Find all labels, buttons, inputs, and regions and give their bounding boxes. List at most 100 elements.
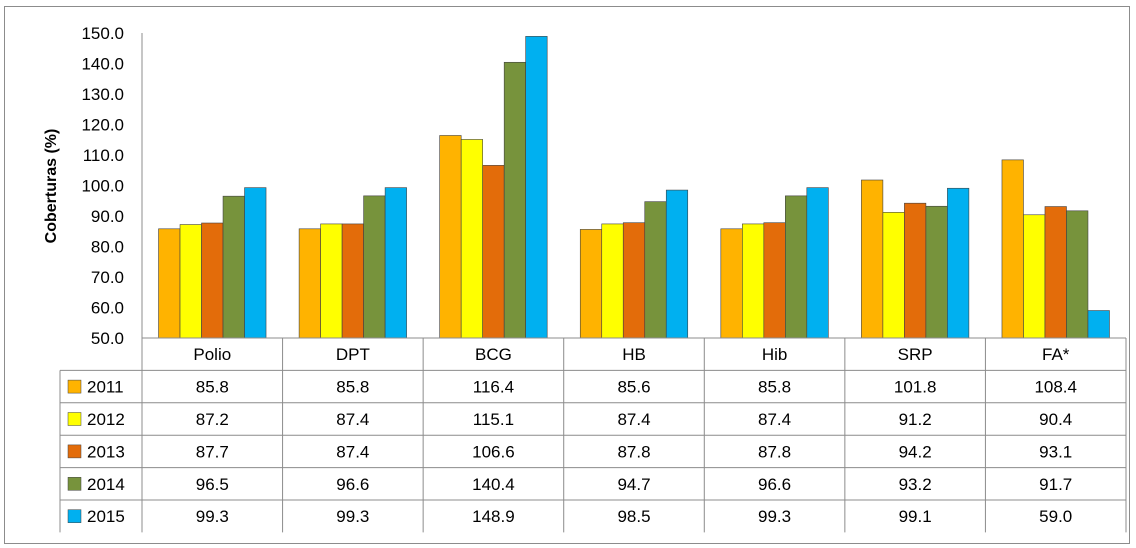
table-cell-value: 85.6 [617,378,650,397]
table-cell-value: 87.8 [758,442,791,461]
table-cell-value: 87.2 [196,410,229,429]
legend-swatch [67,379,82,394]
bar-srp-2012 [882,212,905,339]
bar-bcg-2012 [460,139,483,339]
table-cell-value: 101.8 [894,378,937,397]
y-tick-label: 70.0 [91,268,124,287]
bar-polio-2011 [158,228,181,339]
category-label: FA* [1042,345,1070,364]
y-tick-label: 120.0 [81,116,124,135]
table-cell-value: 90.4 [1039,410,1072,429]
table-cell-value: 87.8 [617,442,650,461]
table-cell-value: 99.3 [336,507,369,526]
legend-label: 2012 [87,410,125,429]
bar-hb-2011 [579,229,603,339]
data-table: Polio DPT BCG HB Hib SRP FA* 2011 85.8 85.8 116.4 8… [59,33,1127,533]
bar-dpt-2011 [298,228,321,339]
legend-label: 2013 [87,442,125,461]
bar-bcg-2015 [525,36,548,339]
y-tick-label: 100.0 [81,177,124,196]
table-cell-value: 96.5 [196,475,229,494]
table-cell-value: 140.4 [472,475,515,494]
table-cell-value: 99.3 [196,507,229,526]
legend-swatch [67,477,82,491]
bar-dpt-2013 [341,223,364,339]
y-tick-label: 130.0 [81,85,124,104]
bar-bcg-2011 [439,135,462,339]
y-tick-label: 150.0 [81,24,124,43]
table-cell-value: 94.2 [899,442,932,461]
table-cell-value: 91.7 [1039,475,1072,494]
y-tick-label: 50.0 [91,329,124,348]
bar-srp-2014 [925,205,948,339]
bar-bcg-2014 [503,61,526,339]
category-label: BCG [475,345,512,364]
y-tick-label: 80.0 [91,238,124,257]
category-label: DPT [336,345,370,364]
y-tick-label: 140.0 [81,55,124,74]
table-cell-value: 85.8 [758,378,791,397]
table-cell-value: 115.1 [473,410,514,429]
table-cell-value: 94.7 [617,475,650,494]
bar-polio-2014 [222,195,245,339]
legend-swatch [67,412,82,426]
table-cell-value: 93.2 [899,475,932,494]
bar-fa-2014 [1066,210,1089,339]
bar-hb-2014 [644,201,667,339]
bar-dpt-2015 [384,187,407,339]
bar-fa-2013 [1044,206,1067,339]
bar-fa-2015 [1087,310,1110,339]
table-cell-value: 59.0 [1039,507,1072,526]
table-cell-value: 98.5 [617,507,650,526]
category-label: HB [622,345,646,364]
table-cell-value: 148.9 [472,507,515,526]
table-cell-value: 87.4 [617,410,650,429]
table-cell-value: 87.4 [336,442,369,461]
legend-label: 2015 [87,507,125,526]
y-tick-label: 60.0 [91,299,124,318]
table-cell-value: 108.4 [1034,378,1077,397]
bar-polio-2012 [179,224,202,339]
table-cell-value: 93.1 [1039,442,1072,461]
category-label: Hib [762,345,788,364]
legend-label: 2014 [87,475,125,494]
category-label: Polio [193,345,231,364]
bar-polio-2015 [244,187,267,339]
table-cell-value: 116.4 [473,378,514,397]
table-cell-value: 87.4 [336,410,369,429]
bar-hb-2013 [622,222,646,339]
legend-swatch [67,509,82,523]
table-cell-value: 85.8 [196,378,229,397]
y-tick-label: 110.0 [83,146,124,165]
bar-hib-2013 [763,222,786,339]
bar-fa-2012 [1023,214,1046,339]
bar-bcg-2013 [482,165,505,339]
bar-hib-2014 [785,195,808,339]
table-cell-value: 91.2 [899,410,932,429]
y-axis-label: Coberturas (%) [43,129,60,244]
bar-srp-2011 [861,179,884,339]
table-cell-value: 96.6 [336,475,369,494]
bar-hib-2011 [720,228,743,339]
bar-hib-2015 [806,187,829,339]
category-label: SRP [898,345,933,364]
bar-hb-2012 [601,223,624,339]
table-cell-value: 106.6 [472,442,515,461]
bar-srp-2013 [904,202,927,339]
bar-hb-2015 [665,189,689,339]
bars [158,36,1110,339]
table-cell-value: 96.6 [758,475,791,494]
legend-swatch [67,444,82,459]
bar-dpt-2014 [363,195,386,339]
table-cell-value: 87.7 [196,442,229,461]
bar-fa-2011 [1001,159,1024,339]
bar-hib-2012 [742,223,765,339]
legend-label: 2011 [87,378,124,397]
bar-polio-2013 [201,222,224,339]
table-cell-value: 99.1 [899,507,932,526]
table-cell-value: 87.4 [758,410,791,429]
bar-srp-2015 [947,187,970,339]
y-tick-label: 90.0 [91,207,124,226]
bar-dpt-2012 [320,223,343,339]
